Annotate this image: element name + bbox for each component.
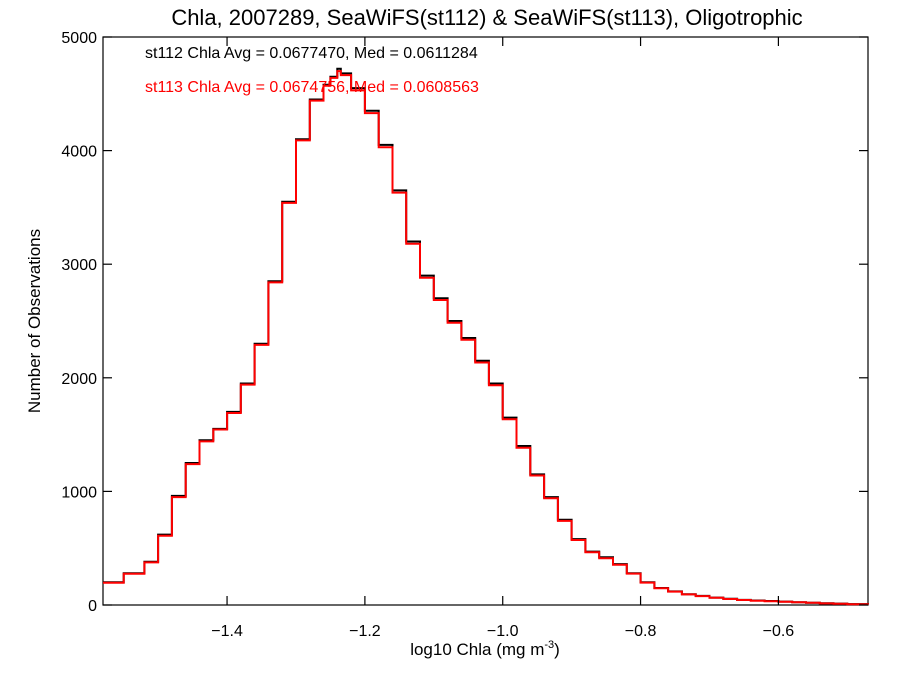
x-axis-label-suffix: ) xyxy=(554,640,560,659)
x-axis-label-superscript: -3 xyxy=(544,639,554,651)
y-axis-label: Number of Observations xyxy=(25,229,44,413)
x-axis-label: log10 Chla (mg m-3) xyxy=(410,639,560,659)
x-tick-label-1: −1.2 xyxy=(349,623,381,640)
x-tick-label-3: −0.8 xyxy=(625,623,657,640)
y-tick-label-1: 1000 xyxy=(61,484,97,501)
series-st112-line xyxy=(103,67,869,606)
x-tick-label-2: −1.0 xyxy=(487,623,519,640)
annotation-st112: st112 Chla Avg = 0.0677470, Med = 0.0611… xyxy=(145,45,478,62)
plot-frame xyxy=(102,36,869,606)
series-st113-line xyxy=(103,70,869,606)
annotation-st113: st113 Chla Avg = 0.0674756, Med = 0.0608… xyxy=(145,79,479,96)
chart-title: Chla, 2007289, SeaWiFS(st112) & SeaWiFS(… xyxy=(171,5,802,30)
x-tick-label-4: −0.6 xyxy=(763,623,795,640)
series-group xyxy=(103,67,869,606)
x-axis: −1.4 −1.2 −1.0 −0.8 −0.6 xyxy=(211,37,794,640)
y-tick-label-3: 3000 xyxy=(61,257,97,274)
y-tick-label-4: 4000 xyxy=(61,144,97,161)
x-axis-label-main: log10 Chla (mg m xyxy=(410,640,544,659)
y-tick-label-5: 5000 xyxy=(61,30,97,47)
y-tick-label-0: 0 xyxy=(88,598,97,615)
x-tick-label-0: −1.4 xyxy=(211,623,243,640)
y-tick-label-2: 2000 xyxy=(61,371,97,388)
y-axis: 0 1000 2000 3000 4000 5000 xyxy=(61,30,868,615)
